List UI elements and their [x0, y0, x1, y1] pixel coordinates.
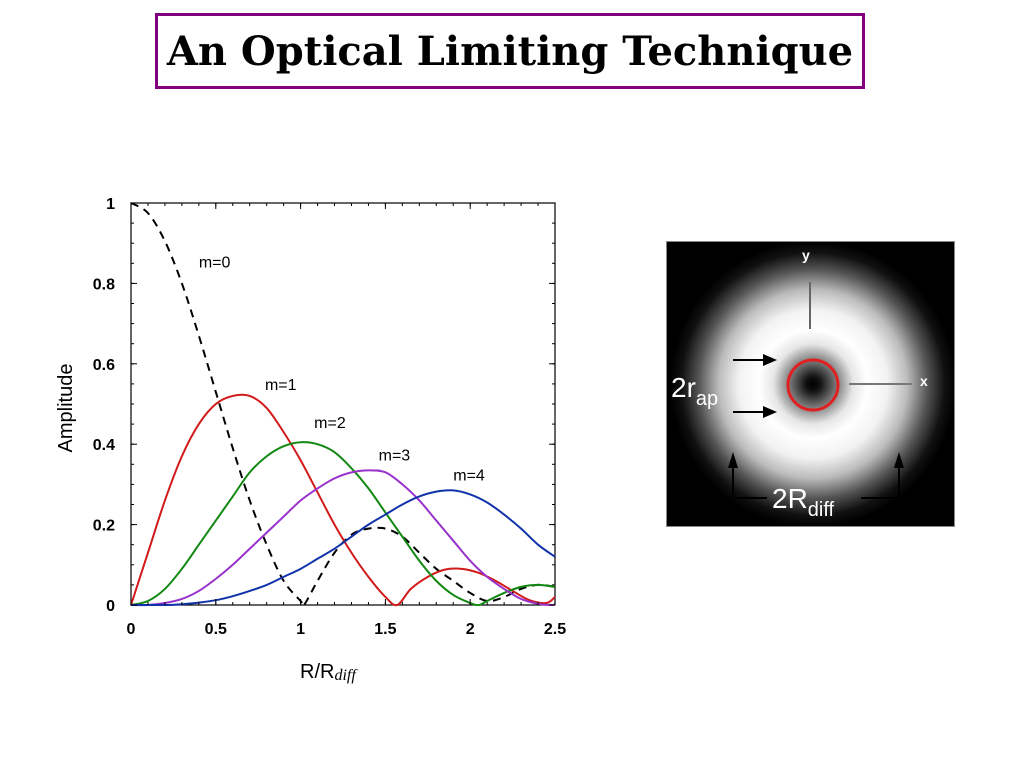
series-line-m3 [130, 469, 556, 607]
x-tick-label: 2 [466, 621, 475, 638]
title-box: An Optical Limiting Technique [155, 13, 865, 89]
series-label-m4: m=4 [453, 467, 485, 484]
series-group: m=0 m=1 m=2 m=3 m=4 [130, 202, 556, 608]
diff-label-sub: diff [808, 499, 835, 521]
series-line-m0 [130, 202, 556, 608]
y-tick-label: 0.4 [93, 437, 115, 454]
x-tick-label: 1 [296, 621, 305, 638]
x-axis-label: R/Rdiff [300, 661, 358, 684]
x-axis-text: x [920, 373, 928, 389]
beam-diagram-svg: y x 2rap 2Rdiff [667, 242, 954, 526]
arrow-bottom-icon [733, 406, 777, 418]
series-line-m4 [130, 489, 556, 607]
series-line-m1 [130, 393, 556, 607]
page-title: An Optical Limiting Technique [166, 27, 854, 75]
series-label-m2: m=2 [314, 415, 346, 432]
x-tick-label: 2.5 [544, 621, 566, 638]
diff-bracket [732, 464, 900, 499]
y-axis-label: Amplitude [55, 364, 77, 453]
diff-label: 2Rdiff [772, 483, 835, 521]
aperture-label-main: 2r [671, 372, 696, 403]
diff-label-main: 2R [772, 483, 808, 514]
series-label-m0: m=0 [199, 254, 231, 271]
amplitude-chart: m=0 m=1 m=2 m=3 m=4 0 0.5 1 1.5 2 2.5 0 0.2 0.4 0.6 0.… [55, 196, 566, 684]
y-axis-text: y [802, 247, 810, 263]
series-label-m1: m=1 [265, 377, 297, 394]
x-tick-label: 0.5 [205, 621, 227, 638]
y-tick-label: 0.8 [93, 276, 115, 293]
bracket-right-arrow-icon [894, 452, 904, 468]
x-tick-label: 1.5 [374, 621, 396, 638]
arrow-top-icon [733, 354, 777, 366]
plot-frame [130, 202, 556, 606]
y-tick-label: 0.2 [93, 518, 115, 535]
aperture-ring [786, 358, 840, 412]
y-tick-label: 0 [106, 598, 115, 615]
beam-diagram: y x 2rap 2Rdiff [666, 241, 955, 527]
bracket-left-arrow-icon [728, 452, 738, 468]
x-axis-label-main: R/R [300, 661, 334, 683]
aperture-label-sub: ap [696, 388, 718, 410]
aperture-label: 2rap [671, 372, 718, 410]
series-label-m3: m=3 [379, 447, 411, 464]
y-tick-label: 1 [106, 196, 115, 213]
ticks-group: 0 0.5 1 1.5 2 2.5 0 0.2 0.4 0.6 0.8 1 [93, 196, 566, 638]
y-tick-label: 0.6 [93, 357, 115, 374]
series-line-m2 [130, 441, 556, 607]
x-axis-label-sub: diff [334, 667, 358, 684]
x-tick-label: 0 [127, 621, 136, 638]
